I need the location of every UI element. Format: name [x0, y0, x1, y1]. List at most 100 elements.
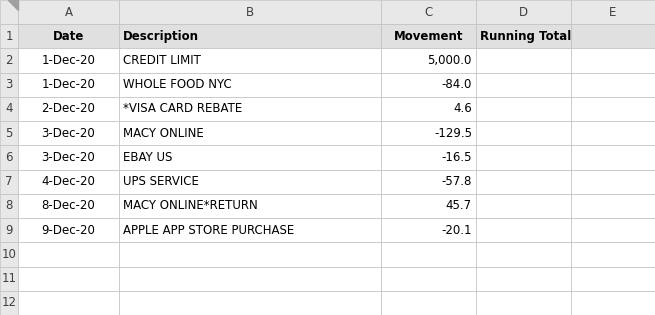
Bar: [476, 291, 571, 315]
Bar: [18, 0, 119, 24]
Text: 10: 10: [1, 248, 16, 261]
Text: D: D: [519, 5, 528, 19]
Text: 4: 4: [5, 102, 12, 115]
Bar: [0, 266, 18, 291]
Bar: [0, 48, 18, 72]
Text: 2-Dec-20: 2-Dec-20: [41, 102, 96, 115]
Text: -20.1: -20.1: [441, 224, 472, 237]
Bar: [119, 169, 381, 194]
Bar: [571, 242, 655, 266]
Bar: [119, 218, 381, 242]
Bar: [476, 169, 571, 194]
Text: 3-Dec-20: 3-Dec-20: [42, 151, 96, 164]
Text: 5: 5: [5, 127, 12, 140]
Text: 2: 2: [5, 54, 12, 67]
Text: 5,000.0: 5,000.0: [428, 54, 472, 67]
Text: 3-Dec-20: 3-Dec-20: [42, 127, 96, 140]
Text: 11: 11: [1, 272, 16, 285]
Text: 4-Dec-20: 4-Dec-20: [41, 175, 96, 188]
Bar: [476, 194, 571, 218]
Text: WHOLE FOOD NYC: WHOLE FOOD NYC: [123, 78, 232, 91]
Bar: [0, 242, 18, 266]
Bar: [571, 97, 655, 121]
Text: -16.5: -16.5: [441, 151, 472, 164]
Bar: [18, 72, 119, 97]
Bar: [381, 218, 476, 242]
Text: 3: 3: [5, 78, 12, 91]
Text: C: C: [424, 5, 432, 19]
Bar: [18, 121, 119, 145]
Bar: [381, 48, 476, 72]
Bar: [119, 121, 381, 145]
Bar: [571, 266, 655, 291]
Bar: [0, 218, 18, 242]
Text: 7: 7: [5, 175, 12, 188]
Bar: [571, 0, 655, 24]
Text: 4.6: 4.6: [453, 102, 472, 115]
Bar: [0, 194, 18, 218]
Text: -129.5: -129.5: [434, 127, 472, 140]
Bar: [476, 121, 571, 145]
Text: -84.0: -84.0: [441, 78, 472, 91]
Text: 1-Dec-20: 1-Dec-20: [41, 78, 96, 91]
Bar: [476, 242, 571, 266]
Bar: [0, 121, 18, 145]
Bar: [18, 242, 119, 266]
Bar: [0, 145, 18, 169]
Bar: [476, 48, 571, 72]
Text: 8-Dec-20: 8-Dec-20: [42, 199, 96, 212]
Text: -57.8: -57.8: [441, 175, 472, 188]
Bar: [0, 291, 18, 315]
Text: *VISA CARD REBATE: *VISA CARD REBATE: [123, 102, 242, 115]
Bar: [381, 169, 476, 194]
Bar: [0, 97, 18, 121]
Text: UPS SERVICE: UPS SERVICE: [123, 175, 199, 188]
Bar: [18, 48, 119, 72]
Bar: [381, 266, 476, 291]
Text: CREDIT LIMIT: CREDIT LIMIT: [123, 54, 201, 67]
Bar: [381, 291, 476, 315]
Text: Movement: Movement: [394, 30, 463, 43]
Bar: [119, 266, 381, 291]
Polygon shape: [8, 0, 18, 10]
Bar: [476, 218, 571, 242]
Text: MACY ONLINE*RETURN: MACY ONLINE*RETURN: [123, 199, 258, 212]
Bar: [0, 169, 18, 194]
Bar: [476, 24, 571, 48]
Bar: [571, 72, 655, 97]
Text: Date: Date: [53, 30, 84, 43]
Bar: [571, 218, 655, 242]
Bar: [0, 72, 18, 97]
Text: APPLE APP STORE PURCHASE: APPLE APP STORE PURCHASE: [123, 224, 294, 237]
Bar: [119, 194, 381, 218]
Text: 1-Dec-20: 1-Dec-20: [41, 54, 96, 67]
Bar: [571, 48, 655, 72]
Bar: [18, 291, 119, 315]
Text: MACY ONLINE: MACY ONLINE: [123, 127, 204, 140]
Bar: [381, 97, 476, 121]
Bar: [119, 242, 381, 266]
Bar: [18, 24, 119, 48]
Text: EBAY US: EBAY US: [123, 151, 172, 164]
Bar: [381, 145, 476, 169]
Bar: [119, 0, 381, 24]
Text: 1: 1: [5, 30, 12, 43]
Bar: [476, 97, 571, 121]
Bar: [381, 24, 476, 48]
Bar: [18, 194, 119, 218]
Bar: [571, 169, 655, 194]
Bar: [119, 145, 381, 169]
Text: B: B: [246, 5, 254, 19]
Bar: [476, 0, 571, 24]
Bar: [571, 291, 655, 315]
Bar: [119, 48, 381, 72]
Bar: [18, 218, 119, 242]
Bar: [476, 72, 571, 97]
Text: 45.7: 45.7: [446, 199, 472, 212]
Bar: [381, 0, 476, 24]
Text: 6: 6: [5, 151, 12, 164]
Bar: [119, 97, 381, 121]
Bar: [18, 266, 119, 291]
Bar: [571, 145, 655, 169]
Bar: [381, 72, 476, 97]
